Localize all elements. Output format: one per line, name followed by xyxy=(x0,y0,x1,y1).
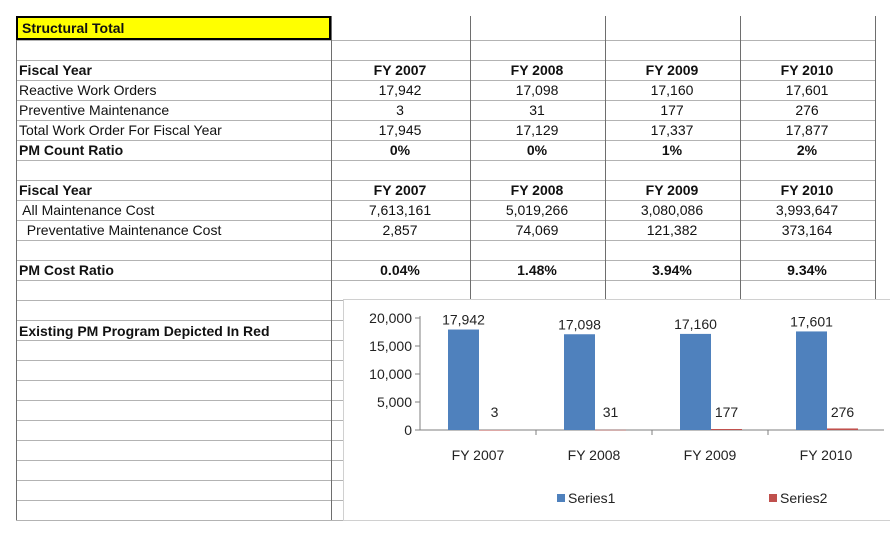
legend-label: Series1 xyxy=(568,490,616,506)
series2-data-label: 276 xyxy=(831,404,855,420)
value-cell: 31 xyxy=(529,102,545,118)
y-tick-label: 20,000 xyxy=(369,310,412,326)
value-cell: 177 xyxy=(660,102,684,118)
legend-swatch xyxy=(769,494,777,502)
grid-column-line xyxy=(740,16,741,299)
value-cell: 7,613,161 xyxy=(368,202,432,218)
value-cell: 17,160 xyxy=(650,82,694,98)
year-header-cell: FY 2009 xyxy=(645,62,699,78)
legend-swatch xyxy=(557,494,565,502)
series1-data-label: 17,601 xyxy=(790,313,833,329)
grid-row-line xyxy=(16,220,875,221)
value-cell: 3 xyxy=(396,102,404,118)
series2-data-label: 31 xyxy=(603,404,619,420)
grid-row-line xyxy=(16,240,875,241)
grid-row-line xyxy=(16,160,875,161)
ratio-value: 1.48% xyxy=(517,262,557,278)
bar-chart: 0 5,000 10,000 15,000 20,000 FY 2007 17,942 3 FY… xyxy=(369,310,884,506)
series2-bar xyxy=(711,429,742,430)
value-cell: 17,129 xyxy=(515,122,559,138)
series2-bar xyxy=(479,429,510,431)
row-label: PM Count Ratio xyxy=(19,142,124,158)
series1-data-label: 17,160 xyxy=(674,316,717,332)
value-cell: 3,993,647 xyxy=(775,202,839,218)
value-cell: 0% xyxy=(526,142,548,158)
grid-row-line xyxy=(16,280,875,281)
row-label: Reactive Work Orders xyxy=(19,82,157,98)
grid-row-line xyxy=(16,200,875,201)
grid-column-line xyxy=(16,16,17,520)
year-header-cell: FY 2008 xyxy=(510,182,564,198)
grid-row-line xyxy=(16,180,875,181)
series1-bar xyxy=(448,329,479,430)
series1-bar xyxy=(796,331,827,430)
row-label: All Maintenance Cost xyxy=(19,202,155,218)
fiscal-year-header: Fiscal Year xyxy=(19,182,92,198)
grid-row-line xyxy=(16,60,875,61)
ratio-value: 9.34% xyxy=(787,262,827,278)
grid-row-line xyxy=(16,120,875,121)
x-tick-label: FY 2008 xyxy=(568,447,621,463)
chart-area[interactable]: 0 5,000 10,000 15,000 20,000 FY 2007 17,942 3 FY… xyxy=(343,299,890,521)
ratio-value: 0.04% xyxy=(380,262,420,278)
grid-column-line xyxy=(331,16,332,520)
grid-row-line xyxy=(16,40,875,41)
value-cell: 74,069 xyxy=(515,222,559,238)
year-header-cell: FY 2007 xyxy=(373,182,427,198)
series2-bar xyxy=(827,428,858,430)
value-cell: 373,164 xyxy=(781,222,833,238)
fiscal-year-header: Fiscal Year xyxy=(19,62,92,78)
x-tick-label: FY 2007 xyxy=(452,447,505,463)
grid-row-line xyxy=(16,260,875,261)
value-cell: 3,080,086 xyxy=(640,202,704,218)
ratio-label: PM Cost Ratio xyxy=(19,262,114,278)
grid-row-line xyxy=(16,140,875,141)
grid-column-line xyxy=(470,16,471,299)
series2-bar xyxy=(595,429,626,431)
value-cell: 5,019,266 xyxy=(505,202,569,218)
x-tick-label: FY 2010 xyxy=(800,447,853,463)
value-cell: 2,857 xyxy=(382,222,418,238)
series2-data-label: 3 xyxy=(491,404,499,420)
ratio-value: 3.94% xyxy=(652,262,692,278)
grid-column-line xyxy=(605,16,606,299)
grid-row-line xyxy=(16,100,875,101)
value-cell: 17,877 xyxy=(785,122,829,138)
series2-data-label: 177 xyxy=(715,404,739,420)
series1-data-label: 17,942 xyxy=(442,312,485,328)
grid-column-line xyxy=(875,16,876,299)
row-label: Preventative Maintenance Cost xyxy=(19,222,222,238)
y-tick-label: 0 xyxy=(404,422,412,438)
grid-row-line xyxy=(16,80,875,81)
year-header-cell: FY 2010 xyxy=(780,182,834,198)
series1-bar xyxy=(680,333,711,430)
y-tick-label: 5,000 xyxy=(377,394,412,410)
x-tick-label: FY 2009 xyxy=(684,447,737,463)
value-cell: 276 xyxy=(795,102,819,118)
value-cell: 0% xyxy=(389,142,411,158)
row-label: Total Work Order For Fiscal Year xyxy=(19,122,222,138)
value-cell: 17,942 xyxy=(378,82,422,98)
value-cell: 17,945 xyxy=(378,122,422,138)
year-header-cell: FY 2007 xyxy=(373,62,427,78)
y-tick-label: 10,000 xyxy=(369,366,412,382)
legend-label: Series2 xyxy=(780,490,828,506)
value-cell: 17,098 xyxy=(515,82,559,98)
value-cell: 17,601 xyxy=(785,82,829,98)
row-label: Preventive Maintenance xyxy=(19,102,170,118)
header-cell[interactable]: Structural Total xyxy=(16,16,331,40)
year-header-cell: FY 2010 xyxy=(780,62,834,78)
year-header-cell: FY 2009 xyxy=(645,182,699,198)
value-cell: 121,382 xyxy=(646,222,698,238)
y-tick-label: 15,000 xyxy=(369,338,412,354)
series1-data-label: 17,098 xyxy=(558,316,601,332)
value-cell: 2% xyxy=(796,142,818,158)
year-header-cell: FY 2008 xyxy=(510,62,564,78)
chart-caption: Existing PM Program Depicted In Red xyxy=(19,323,270,339)
page-title: Structural Total xyxy=(22,20,125,36)
value-cell: 1% xyxy=(661,142,683,158)
series1-bar xyxy=(564,334,595,430)
value-cell: 17,337 xyxy=(650,122,694,138)
